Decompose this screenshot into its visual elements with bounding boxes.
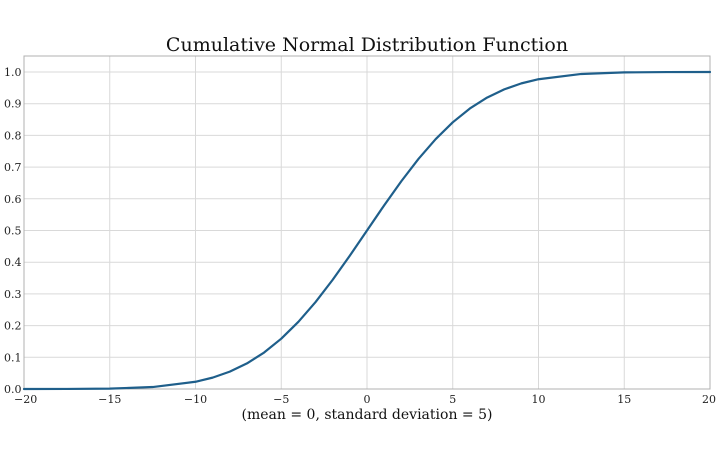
y-tick-label: 0.3: [4, 288, 22, 301]
x-tick-label: 0: [364, 393, 371, 406]
x-tick-label: −15: [98, 393, 121, 406]
chart-title: Cumulative Normal Distribution Function: [166, 34, 568, 56]
y-tick-labels: 0.0 0.1 0.2 0.3 0.4 0.5 0.6 0.7 0.8 0.9 1.0: [4, 66, 22, 396]
y-tick-label: 0.9: [4, 98, 22, 111]
y-tick-label: 1.0: [4, 66, 22, 79]
y-tick-label: 0.7: [4, 161, 22, 174]
x-axis-label: (mean = 0, standard deviation = 5): [242, 407, 493, 423]
x-tick-label: 5: [449, 393, 456, 406]
y-tick-label: 0.4: [4, 256, 22, 269]
y-tick-label: 0.0: [4, 383, 22, 396]
cdf-curve: [22, 70, 712, 391]
x-tick-label: 15: [617, 393, 631, 406]
x-tick-labels: −20 −15 −10 −5 0 5 10 15 20: [14, 393, 716, 406]
y-tick-label: 0.2: [4, 320, 22, 333]
y-tick-label: 0.6: [4, 193, 22, 206]
grid-lines: [23, 56, 711, 390]
x-tick-label: −20: [14, 393, 37, 406]
series-layer: [22, 70, 712, 391]
y-tick-label: 0.5: [4, 225, 22, 238]
x-tick-label: 20: [702, 393, 716, 406]
y-tick-label: 0.1: [4, 351, 22, 364]
plot-frame: [23, 55, 711, 390]
x-tick-label: 10: [532, 393, 546, 406]
x-tick-label: −10: [184, 393, 207, 406]
y-tick-label: 0.8: [4, 129, 22, 142]
x-tick-label: −5: [273, 393, 289, 406]
